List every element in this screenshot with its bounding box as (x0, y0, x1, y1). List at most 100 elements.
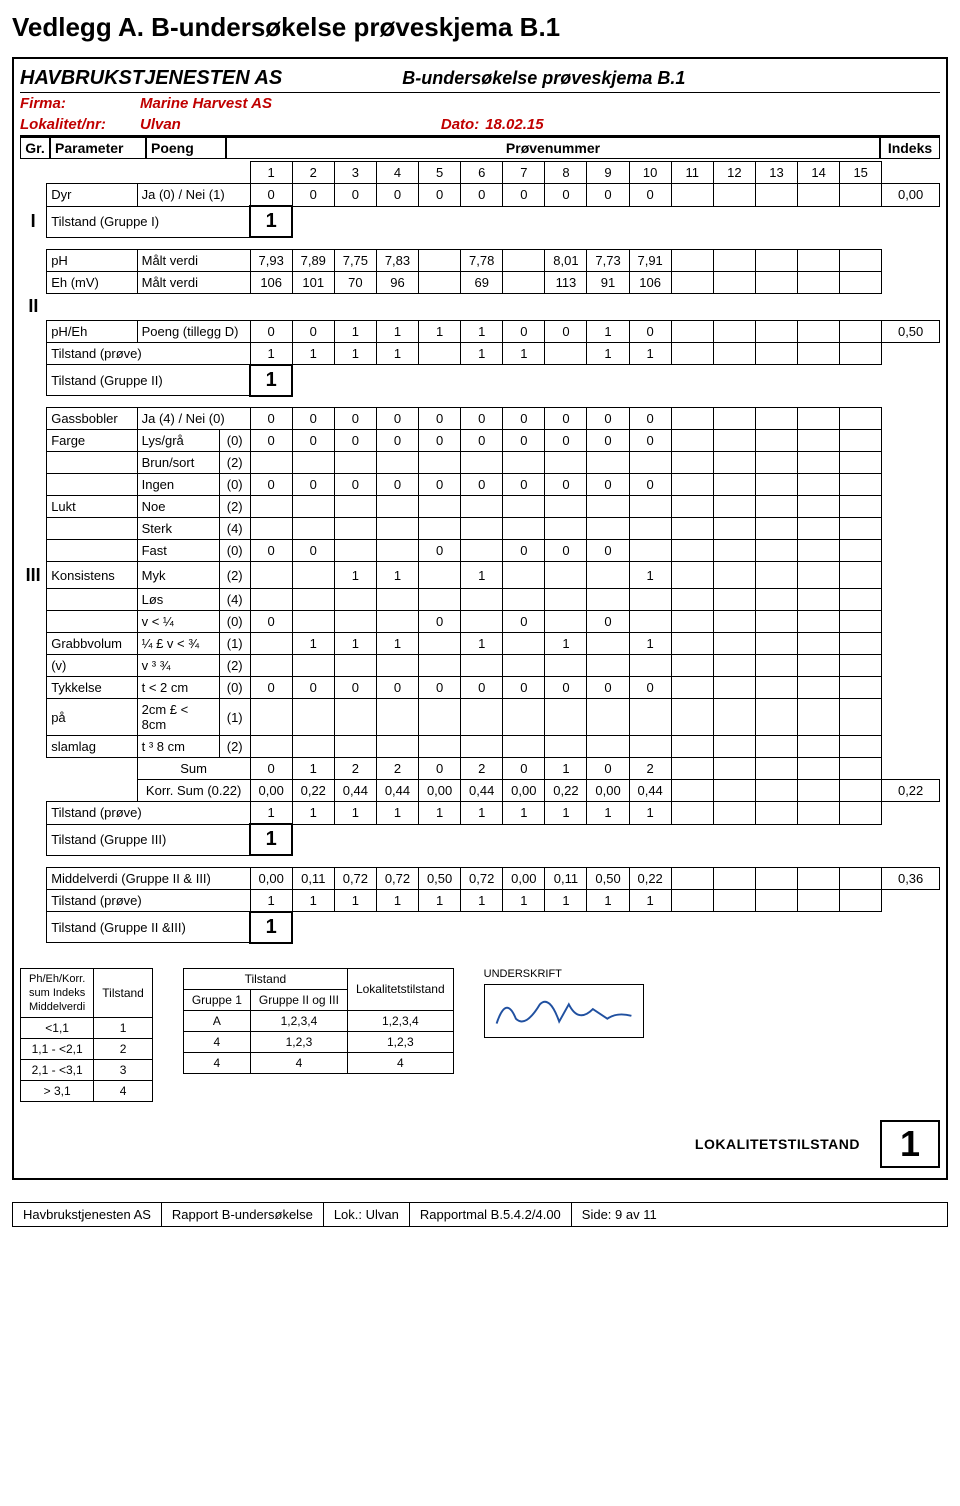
cell: 1 (250, 365, 292, 396)
cell (250, 562, 292, 589)
cell (755, 408, 797, 430)
cell (20, 611, 47, 633)
cell (250, 589, 292, 611)
cell: 0,11 (545, 867, 587, 889)
cell (882, 802, 940, 825)
cell: 0 (250, 540, 292, 562)
cell (882, 611, 940, 633)
cell (713, 736, 755, 758)
cell: 1 (545, 633, 587, 655)
cell: 0 (629, 430, 671, 452)
cell: 0 (503, 758, 545, 780)
cell (587, 518, 629, 540)
cell: 7 (503, 162, 545, 184)
cell (755, 758, 797, 780)
cell (798, 271, 840, 293)
cell (798, 758, 840, 780)
cell (671, 496, 713, 518)
cell (20, 518, 47, 540)
cell (840, 452, 882, 474)
cell (376, 655, 418, 677)
cell: Målt verdi (137, 271, 250, 293)
g23-head: Gruppe II og III (250, 989, 347, 1010)
cell (461, 699, 503, 736)
cell: 0,22 (545, 780, 587, 802)
cell (713, 496, 755, 518)
cell (798, 249, 840, 271)
cell: 0 (419, 184, 461, 207)
cell (292, 452, 334, 474)
cell: 0 (250, 320, 292, 342)
cell: 1 (250, 342, 292, 365)
cell (755, 342, 797, 365)
cell: 70 (334, 271, 376, 293)
cell (545, 736, 587, 758)
cell (47, 758, 137, 780)
cell: 0,22 (882, 780, 940, 802)
cell (713, 655, 755, 677)
lookup-cell: 4 (250, 1052, 347, 1073)
cell (250, 699, 292, 736)
header-row-firma: Firma: Marine Harvest AS (20, 93, 940, 114)
cell (292, 562, 334, 589)
cell (882, 677, 940, 699)
cell: 1 (629, 562, 671, 589)
cell: I (20, 206, 47, 237)
cell: 0 (376, 184, 418, 207)
cell: 1 (419, 889, 461, 912)
cell (419, 249, 461, 271)
cell (47, 293, 940, 320)
cell (671, 184, 713, 207)
cell: 101 (292, 271, 334, 293)
cell (755, 589, 797, 611)
cell (755, 867, 797, 889)
cell: 1 (250, 802, 292, 825)
signature-svg (485, 985, 643, 1037)
cell (798, 452, 840, 474)
cell: 1 (292, 889, 334, 912)
cell (545, 611, 587, 633)
cell: 0,44 (376, 780, 418, 802)
lookup-cell: 4 (183, 1052, 250, 1073)
cell (882, 699, 940, 736)
company-name: HAVBRUKSTJENESTEN AS (20, 67, 282, 90)
cell: (2) (219, 655, 250, 677)
cell (840, 677, 882, 699)
cell (20, 474, 47, 496)
cell: 96 (376, 271, 418, 293)
cell (503, 699, 545, 736)
footer-report: Rapport B-undersøkelse (162, 1203, 324, 1226)
cell (461, 540, 503, 562)
cell (292, 206, 939, 237)
cell: 1 (461, 320, 503, 342)
cell (47, 611, 137, 633)
cell (882, 540, 940, 562)
g1-head: Gruppe 1 (183, 989, 250, 1010)
cell (713, 320, 755, 342)
cell: Målt verdi (137, 249, 250, 271)
lokalitet-value: Ulvan (140, 116, 181, 133)
cell (713, 633, 755, 655)
cell (47, 589, 137, 611)
data-table: 123456789101112131415DyrJa (0) / Nei (1)… (20, 161, 940, 944)
cell (292, 611, 334, 633)
cell: 0 (334, 184, 376, 207)
cell (461, 655, 503, 677)
cell: 0,72 (461, 867, 503, 889)
cell (20, 249, 47, 271)
cell (755, 633, 797, 655)
cell (840, 699, 882, 736)
cell: 1 (334, 889, 376, 912)
cell: (0) (219, 540, 250, 562)
cell: 0 (461, 408, 503, 430)
signature-block: UNDERSKRIFT (484, 968, 644, 1038)
cell (545, 496, 587, 518)
cell (20, 912, 47, 943)
cell (419, 496, 461, 518)
header-row-1: HAVBRUKSTJENESTEN AS B-undersøkelse prøv… (20, 63, 940, 93)
cell: (4) (219, 518, 250, 540)
cell (755, 271, 797, 293)
cell (840, 562, 882, 589)
cell: 1 (629, 633, 671, 655)
cell: 0,72 (334, 867, 376, 889)
